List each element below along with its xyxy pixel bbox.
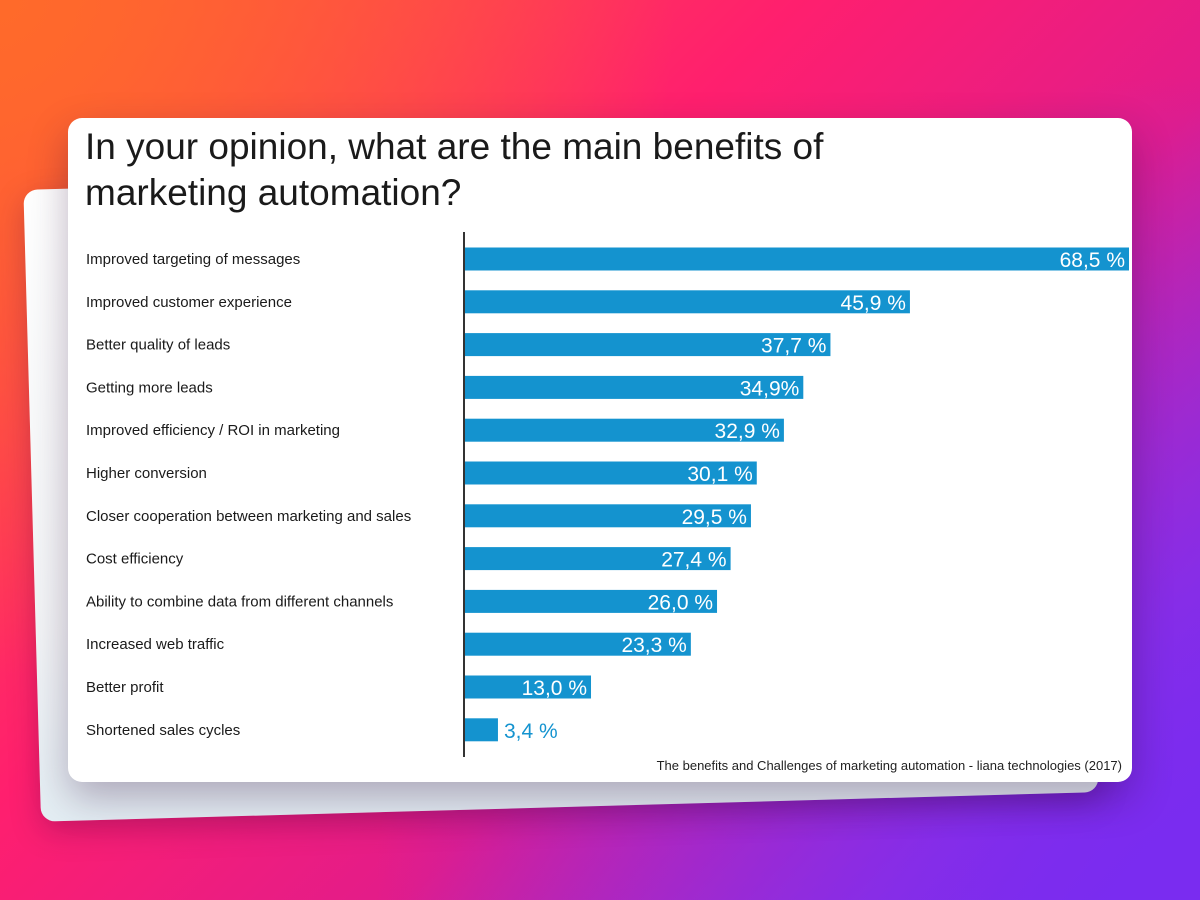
category-label: Shortened sales cycles <box>86 722 240 739</box>
category-label: Higher conversion <box>86 465 207 482</box>
data-label: 13,0 % <box>522 677 587 700</box>
data-label: 32,9 % <box>715 420 780 443</box>
bar <box>465 675 592 699</box>
bar <box>465 375 804 399</box>
bar <box>465 504 751 528</box>
data-label: 34,9% <box>740 377 800 400</box>
bar <box>465 718 498 742</box>
chart-title: In your opinion, what are the main benef… <box>85 126 824 213</box>
source-note: The benefits and Challenges of marketing… <box>656 758 1122 773</box>
data-label: 68,5 % <box>1060 249 1125 272</box>
data-label: 3,4 % <box>504 720 558 743</box>
category-label: Increased web traffic <box>86 636 225 653</box>
category-label: Better quality of leads <box>86 337 230 354</box>
category-label: Getting more leads <box>86 379 213 396</box>
data-label: 26,0 % <box>648 591 713 614</box>
data-label: 37,7 % <box>761 335 826 358</box>
bar <box>465 632 691 656</box>
bar <box>465 247 1129 271</box>
category-label: Cost efficiency <box>86 551 184 568</box>
bar <box>465 418 784 442</box>
bar <box>465 547 731 571</box>
bar <box>465 290 910 314</box>
data-label: 23,3 % <box>621 634 686 657</box>
category-label: Improved targeting of messages <box>86 251 300 268</box>
bar <box>465 589 718 613</box>
data-label: 29,5 % <box>682 506 747 529</box>
category-label: Ability to combine data from different c… <box>86 593 393 610</box>
category-label: Better profit <box>86 679 164 696</box>
chart-card: In your opinion, what are the main benef… <box>68 118 1132 782</box>
bar <box>465 461 757 485</box>
data-label: 45,9 % <box>841 292 906 315</box>
bar-chart: Improved targeting of messages 68,5 % Impr… <box>86 232 1129 757</box>
bar <box>465 333 831 357</box>
category-label: Improved customer experience <box>86 294 292 311</box>
data-label: 30,1 % <box>687 463 752 486</box>
category-label: Closer cooperation between marketing and… <box>86 508 411 525</box>
category-label: Improved efficiency / ROI in marketing <box>86 422 340 439</box>
data-label: 27,4 % <box>661 549 726 572</box>
